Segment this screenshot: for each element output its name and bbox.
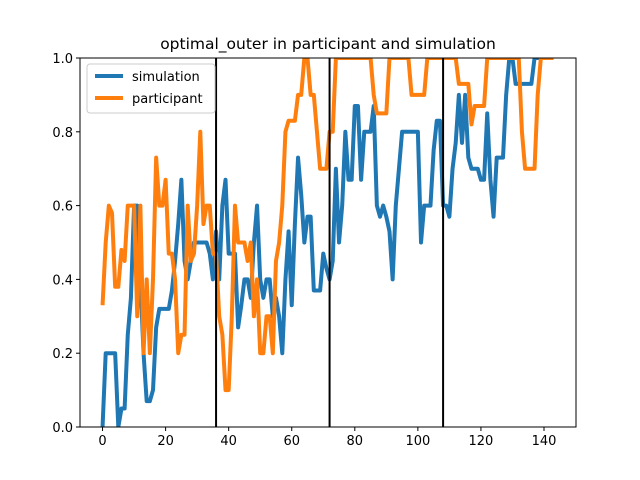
y-tick-label: 0.8 xyxy=(52,126,73,141)
line-series xyxy=(100,58,554,393)
y-tick-label: 0.0 xyxy=(52,421,73,436)
x-tick-label: 0 xyxy=(98,434,106,449)
x-tick-label: 60 xyxy=(283,434,300,449)
legend: simulation participant xyxy=(86,63,216,114)
chart-title: optimal_outer in participant and simulat… xyxy=(160,35,496,54)
y-tick-label: 1.0 xyxy=(52,52,73,67)
x-tick-label: 20 xyxy=(157,434,174,449)
legend-label: simulation xyxy=(132,70,200,85)
y-tick-label: 0.6 xyxy=(52,200,73,215)
line-series xyxy=(100,58,554,427)
plot-frame xyxy=(79,57,577,428)
y-tick-label: 0.2 xyxy=(52,347,73,362)
plot-area xyxy=(100,58,554,427)
x-tick-label: 80 xyxy=(347,434,364,449)
x-tick-label: 40 xyxy=(220,434,237,449)
legend-label: participant xyxy=(132,92,203,107)
x-tick-label: 100 xyxy=(405,434,430,449)
x-tick-label: 140 xyxy=(532,434,557,449)
x-tick-label: 120 xyxy=(469,434,494,449)
y-tick-label: 0.4 xyxy=(52,273,73,288)
